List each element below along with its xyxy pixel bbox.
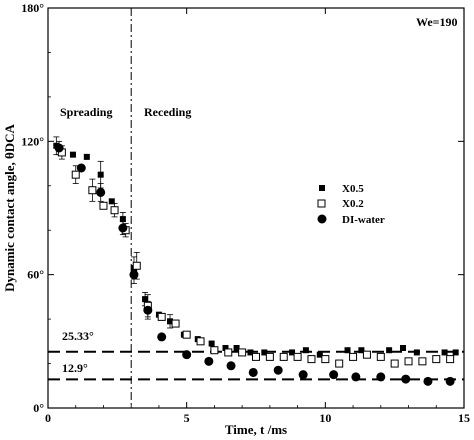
point-x0-2	[71, 170, 80, 179]
legend-label-x0-5: X0.5	[342, 183, 364, 195]
point-x0-2	[157, 312, 166, 321]
upper-line-label: 25.33°	[62, 329, 94, 343]
point-x0-2	[446, 355, 455, 364]
point-x0-2	[132, 261, 141, 270]
point-x0-2	[362, 350, 371, 359]
y-tick-label: 120°	[21, 134, 44, 148]
x-axis-label: Time, t /ms	[225, 422, 287, 437]
point-x0-2	[376, 352, 385, 361]
point-x0-5	[142, 296, 149, 303]
point-x0-5	[167, 318, 174, 325]
point-x0-2	[418, 357, 427, 366]
x-axis-ticks: 0 5 10 15	[45, 8, 470, 425]
y-tick-label: 180°	[21, 1, 44, 15]
point-x0-5	[344, 347, 351, 354]
point-x0-2	[335, 359, 344, 368]
we-annotation: We=190	[416, 15, 458, 29]
point-x0-2	[88, 186, 97, 195]
point-di-water	[143, 305, 153, 315]
point-di-water	[273, 365, 283, 375]
point-di-water	[376, 372, 386, 382]
point-di-water	[96, 187, 106, 197]
point-x0-2	[99, 201, 108, 210]
point-x0-2	[238, 348, 247, 357]
point-x0-2	[224, 348, 233, 357]
point-di-water	[226, 361, 236, 371]
point-di-water	[182, 350, 192, 360]
point-x0-2	[252, 352, 260, 361]
y-tick-label: 0°	[33, 401, 44, 415]
point-x0-2	[265, 352, 274, 361]
point-x0-5	[222, 345, 229, 351]
point-x0-2	[404, 357, 413, 366]
point-x0-5	[399, 345, 406, 351]
point-x0-5	[302, 347, 309, 354]
point-x0-5	[83, 153, 90, 160]
point-x0-2	[390, 359, 399, 368]
spreading-label: Spreading	[60, 105, 112, 119]
lower-line-label: 12.9°	[62, 361, 88, 375]
point-x0-5	[208, 340, 215, 347]
point-x0-5	[386, 347, 393, 354]
point-di-water	[329, 370, 339, 380]
point-x0-2	[321, 355, 330, 364]
legend-marker-di-water	[317, 214, 327, 224]
point-di-water	[118, 223, 128, 233]
point-x0-5	[97, 171, 104, 178]
point-di-water	[54, 143, 64, 153]
x-tick-label: 10	[319, 411, 331, 425]
point-x0-5	[69, 151, 76, 158]
point-x0-2	[307, 355, 316, 364]
legend-marker-x0-2	[317, 199, 326, 208]
y-tick-label: 60°	[27, 268, 44, 282]
point-x0-5	[316, 351, 323, 358]
point-di-water	[401, 374, 411, 384]
point-x0-5	[289, 349, 296, 356]
y-axis-ticks: 0° 60° 120° 180°	[21, 1, 464, 415]
legend: X0.5 X0.2 DI-water	[317, 183, 385, 226]
point-di-water	[129, 270, 139, 280]
x-tick-label: 0	[45, 411, 51, 425]
point-x0-2	[171, 319, 180, 328]
data-points	[53, 142, 459, 386]
point-di-water	[204, 356, 214, 366]
legend-label-x0-2: X0.2	[342, 198, 364, 210]
point-x0-5	[452, 349, 459, 356]
point-di-water	[157, 332, 167, 342]
x-tick-label: 15	[458, 411, 470, 425]
legend-marker-x0-5	[319, 185, 325, 191]
point-x0-2	[182, 330, 191, 339]
point-di-water	[298, 370, 308, 380]
point-x0-5	[108, 198, 115, 205]
legend-label-di-water: DI-water	[342, 214, 385, 226]
point-x0-5	[261, 349, 268, 356]
x-tick-label: 5	[184, 411, 190, 425]
point-di-water	[248, 367, 258, 377]
point-x0-2	[432, 355, 441, 364]
point-x0-5	[413, 349, 420, 356]
y-axis-label: Dynamic contact angle, θDCA	[2, 123, 17, 291]
point-x0-2	[279, 352, 288, 361]
point-x0-2	[196, 337, 205, 346]
point-x0-5	[358, 347, 365, 354]
point-x0-2	[293, 352, 302, 361]
point-x0-2	[110, 206, 119, 215]
point-di-water	[76, 163, 86, 173]
point-x0-2	[210, 346, 219, 355]
point-x0-5	[247, 349, 254, 356]
point-x0-2	[349, 352, 358, 361]
point-x0-5	[119, 216, 126, 223]
point-di-water	[351, 372, 361, 382]
point-di-water	[445, 376, 455, 386]
point-x0-5	[441, 349, 448, 356]
receding-label: Receding	[144, 105, 191, 119]
point-x0-5	[233, 345, 240, 351]
point-di-water	[423, 376, 433, 386]
reference-lines	[48, 350, 464, 381]
